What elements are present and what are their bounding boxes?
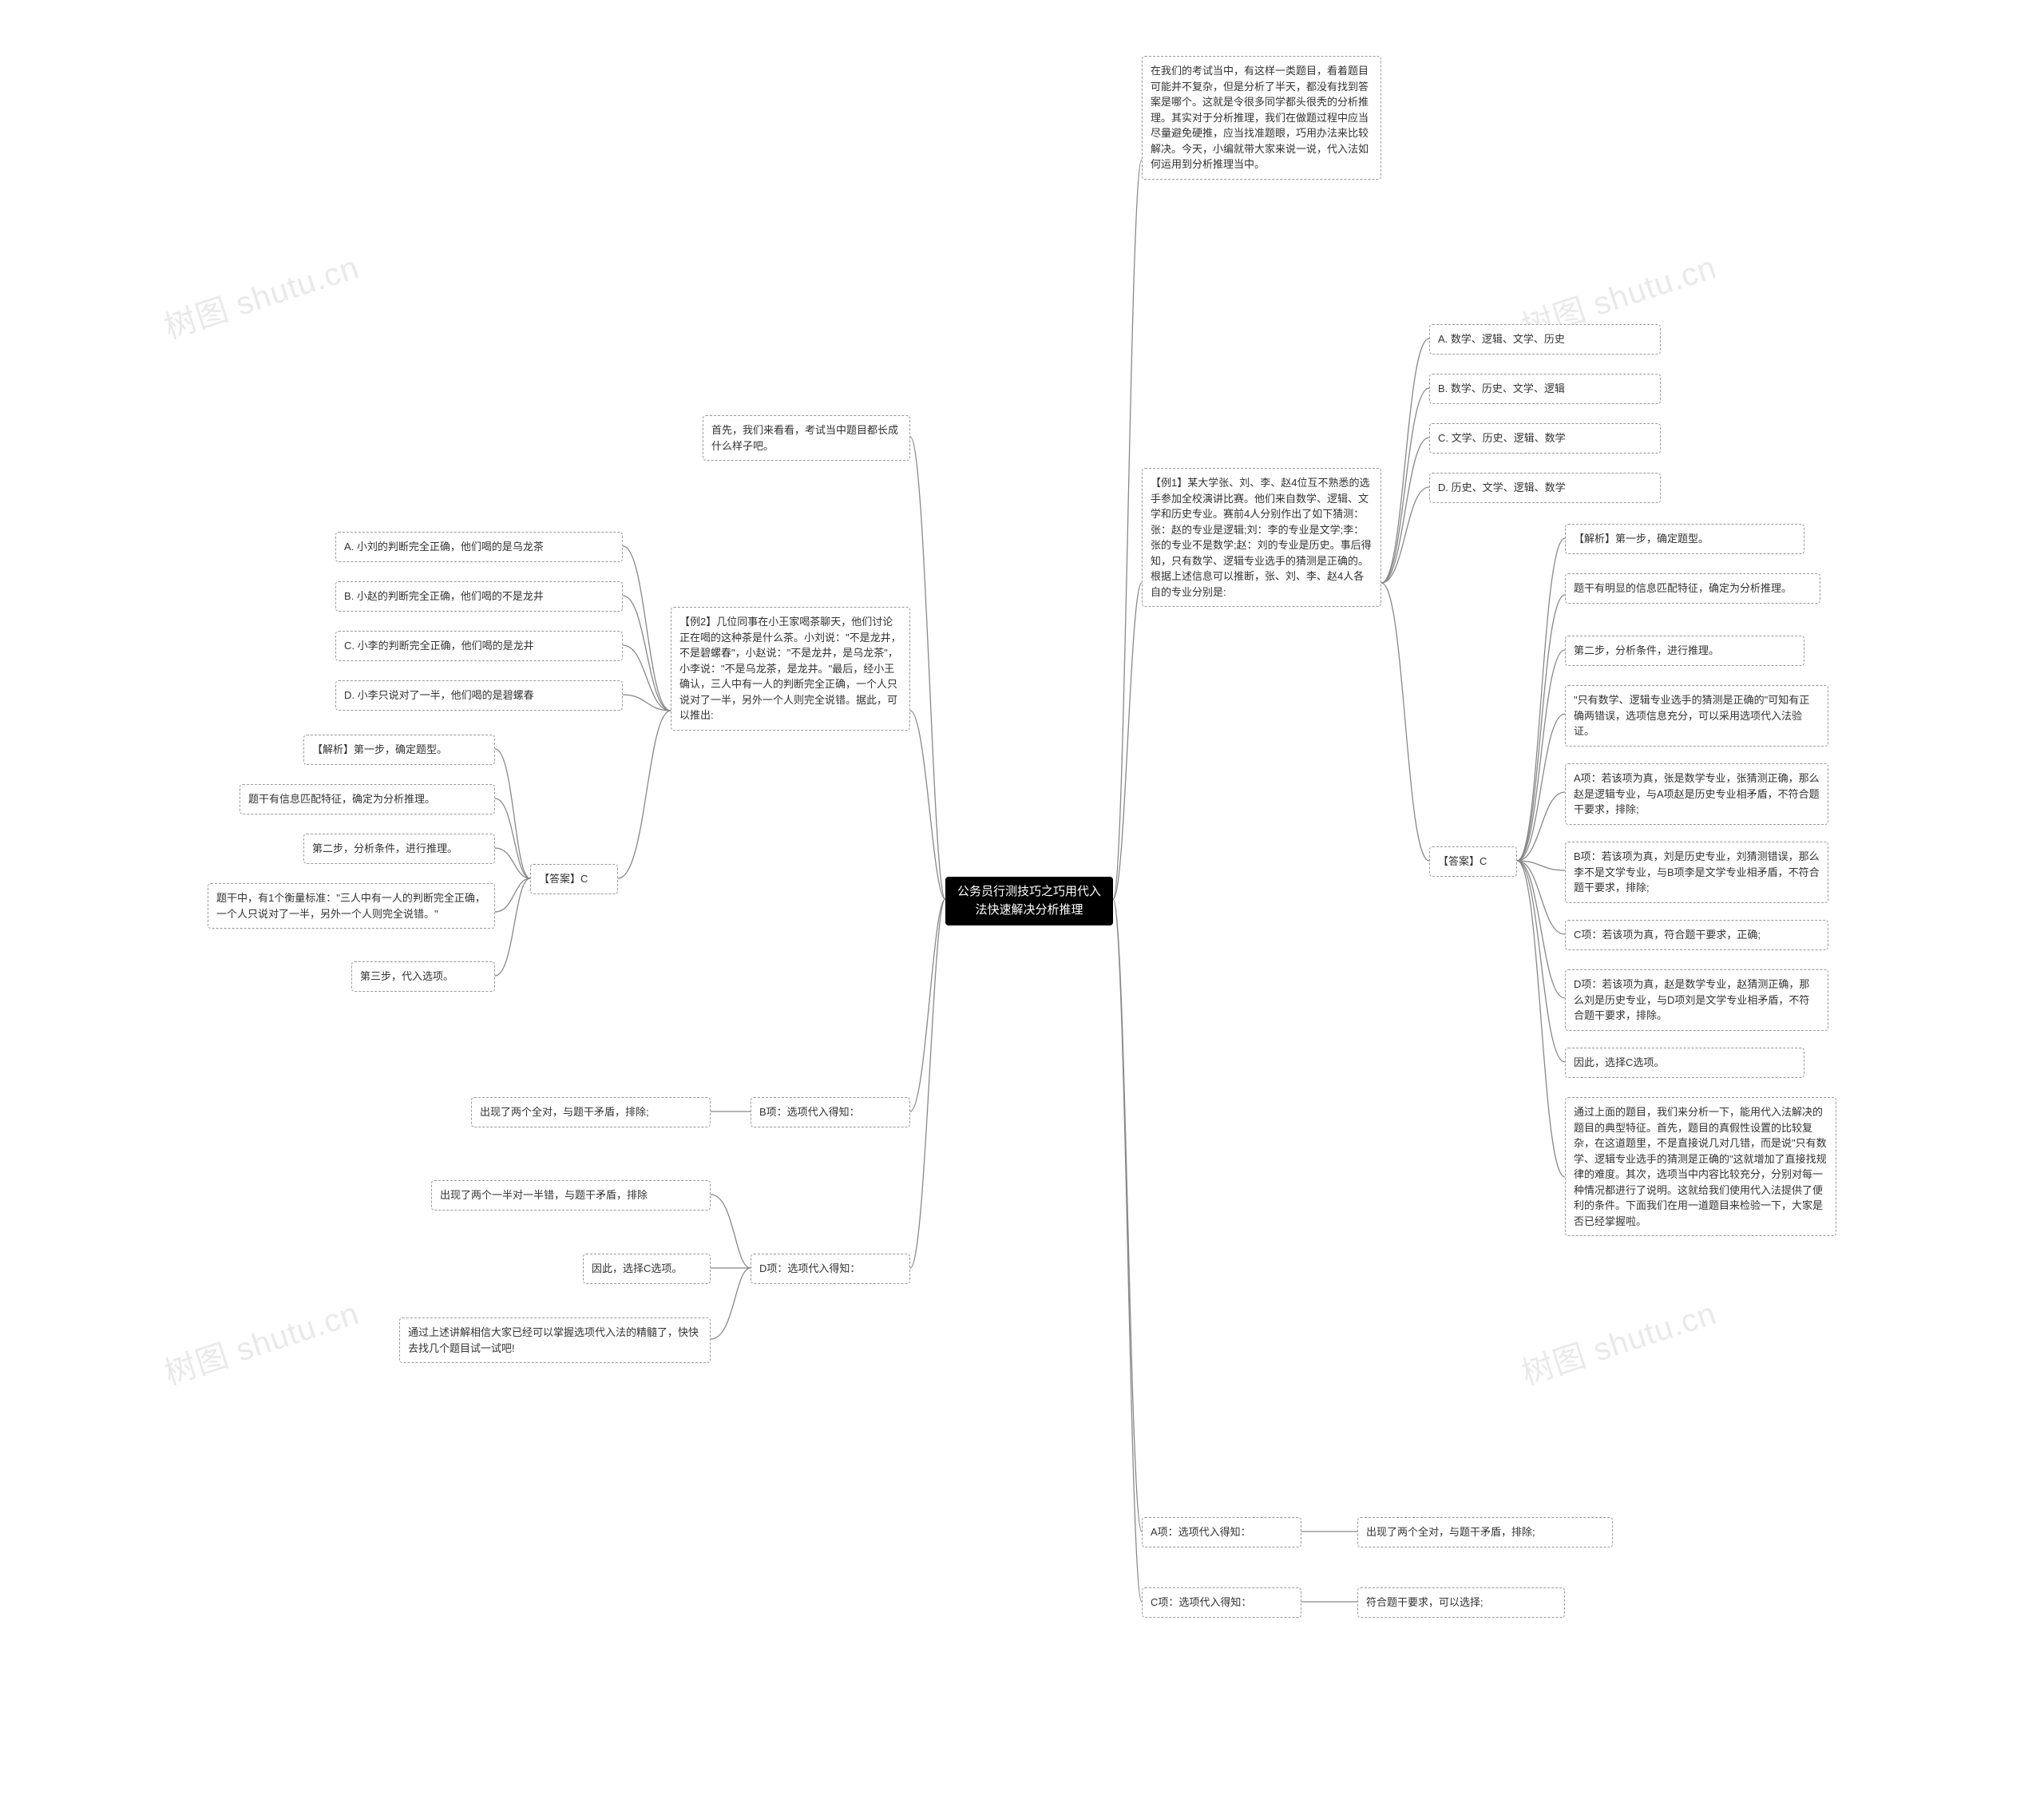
node-ex1-opt-b: B. 数学、历史、文学、逻辑 (1429, 374, 1661, 404)
node-ex1-answer: 【答案】C (1429, 846, 1517, 877)
node-d-sub: D项：选项代入得知： (751, 1254, 910, 1284)
node-ex2-step2b: 题干中，有1个衡量标准："三人中有一人的判断完全正确，一个人只说对了一半，另外一… (208, 883, 495, 929)
node-ex1-opt-a: A. 数学、逻辑、文学、历史 (1429, 324, 1661, 355)
node-ex2-step1b: 题干有信息匹配特征，确定为分析推理。 (240, 784, 495, 814)
node-ex1-check-b: B项：若该项为真，刘是历史专业，刘猜测错误，那么李不是文学专业，与B项李是文学专… (1565, 842, 1828, 903)
node-example2: 【例2】几位同事在小王家喝茶聊天，他们讨论正在喝的这种茶是什么茶。小刘说："不是… (671, 607, 910, 731)
node-ex2-step1: 【解析】第一步，确定题型。 (303, 735, 495, 765)
node-b-sub-result: 出现了两个全对，与题干矛盾，排除; (471, 1097, 711, 1127)
node-ex2-opt-c: C. 小李的判断完全正确，他们喝的是龙井 (335, 631, 623, 661)
node-ex1-check-a: A项：若该项为真，张是数学专业，张猜测正确，那么赵是逻辑专业，与A项赵是历史专业… (1565, 763, 1828, 825)
node-ex2-answer: 【答案】C (530, 864, 618, 894)
node-ex1-step2: 第二步，分析条件，进行推理。 (1565, 636, 1804, 666)
watermark: 树图 shutu.cn (157, 241, 364, 347)
node-d-sub-result1: 出现了两个一半对一半错，与题干矛盾，排除 (431, 1180, 711, 1211)
node-intro: 在我们的考试当中，有这样一类题目，看着题目可能并不复杂，但是分析了半天，都没有找… (1142, 56, 1381, 180)
node-a-sub-result: 出现了两个全对，与题干矛盾，排除; (1357, 1517, 1613, 1547)
node-ex1-step1b: 题干有明显的信息匹配特征，确定为分析推理。 (1565, 573, 1820, 604)
node-ex1-summary: 通过上面的题目，我们来分析一下，能用代入法解决的题目的典型特征。首先，题目的真假… (1565, 1097, 1836, 1236)
node-a-sub: A项：选项代入得知： (1142, 1517, 1301, 1547)
mindmap-root: 公务员行测技巧之巧用代入法快速解决分析推理 (945, 877, 1113, 925)
node-d-sub-result2: 因此，选择C选项。 (583, 1254, 711, 1284)
node-ex1-conclusion: 因此，选择C选项。 (1565, 1048, 1804, 1078)
node-c-sub: C项：选项代入得知： (1142, 1587, 1301, 1618)
node-ex1-opt-c: C. 文学、历史、逻辑、数学 (1429, 423, 1661, 454)
node-d-sub-result3: 通过上述讲解相信大家已经可以掌握选项代入法的精髓了，快快去找几个题目试一试吧! (399, 1318, 711, 1363)
node-ex1-check-d: D项：若该项为真，赵是数学专业，赵猜测正确，那么刘是历史专业，与D项刘是文学专业… (1565, 969, 1828, 1031)
node-example1: 【例1】某大学张、刘、李、赵4位互不熟悉的选手参加全校演讲比赛。他们来自数学、逻… (1142, 468, 1381, 607)
node-ex2-opt-b: B. 小赵的判断完全正确，他们喝的不是龙井 (335, 581, 623, 612)
node-ex1-check-c: C项：若该项为真，符合题干要求，正确; (1565, 920, 1828, 950)
node-ex2-opt-d: D. 小李只说对了一半，他们喝的是碧螺春 (335, 680, 623, 711)
node-ex1-step1: 【解析】第一步，确定题型。 (1565, 524, 1804, 554)
watermark: 树图 shutu.cn (1515, 1287, 1721, 1393)
node-b-sub: B项：选项代入得知： (751, 1097, 910, 1127)
node-ex2-step3: 第三步，代入选项。 (351, 961, 495, 992)
node-intro-left: 首先，我们来看看，考试当中题目都长成什么样子吧。 (703, 415, 910, 461)
node-ex1-opt-d: D. 历史、文学、逻辑、数学 (1429, 473, 1661, 503)
watermark: 树图 shutu.cn (157, 1287, 364, 1393)
node-c-sub-result: 符合题干要求，可以选择; (1357, 1587, 1565, 1618)
node-ex2-opt-a: A. 小刘的判断完全正确，他们喝的是乌龙茶 (335, 532, 623, 562)
node-ex2-step2: 第二步，分析条件，进行推理。 (303, 834, 495, 864)
node-ex1-step2b: "只有数学、逻辑专业选手的猜测是正确的"可知有正确两错误，选项信息充分，可以采用… (1565, 685, 1828, 747)
